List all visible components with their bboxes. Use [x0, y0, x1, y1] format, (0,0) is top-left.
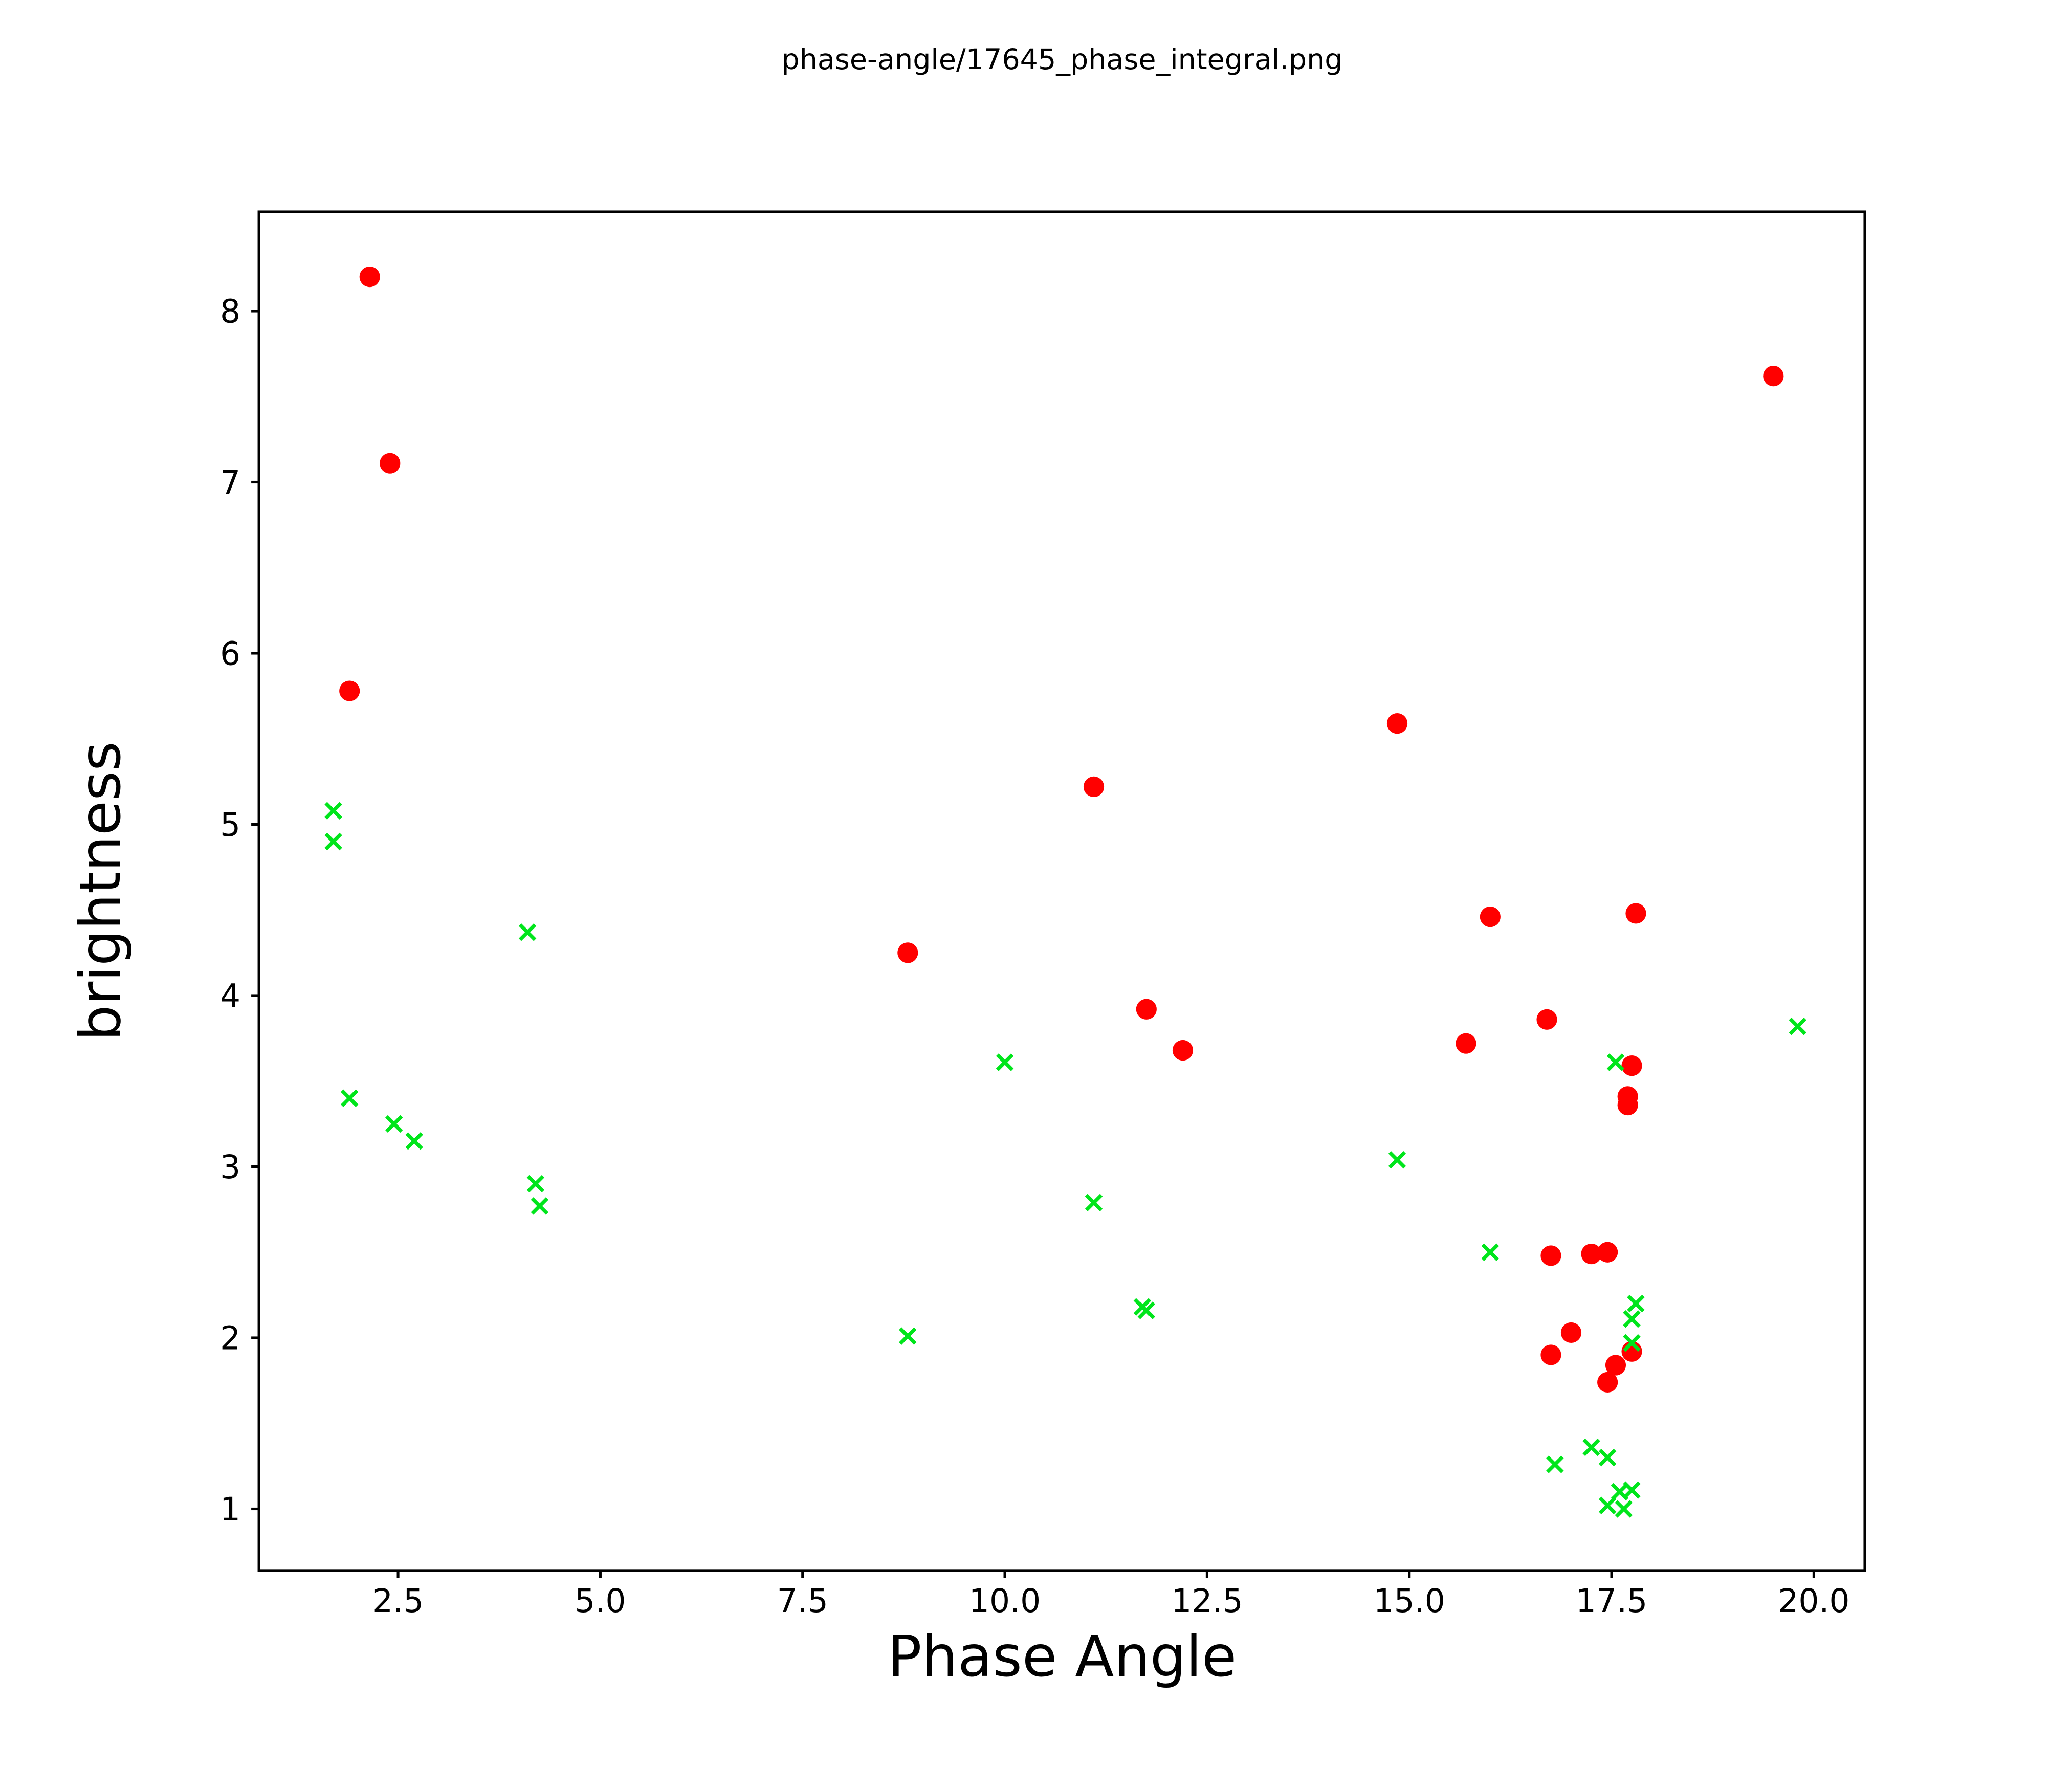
data-points [324, 267, 1806, 1518]
y-tick-label: 8 [220, 293, 240, 330]
green-x-marker [1615, 1500, 1633, 1518]
green-x-marker [1623, 1334, 1641, 1352]
y-tick-label: 2 [220, 1319, 240, 1357]
y-tick-label: 3 [220, 1148, 240, 1186]
red-dot-marker [1386, 713, 1408, 734]
red-dot-marker [1621, 1055, 1642, 1076]
green-x-marker [1598, 1496, 1617, 1515]
green-x-marker [531, 1197, 549, 1215]
red-dot-marker [1536, 1009, 1557, 1030]
red-dot-marker [1581, 1243, 1602, 1265]
green-x-marker [1623, 1310, 1641, 1328]
red-dot-marker [1540, 1245, 1561, 1266]
green-x-marker [1627, 1294, 1645, 1313]
red-dot-marker [1540, 1344, 1561, 1365]
green-x-marker [1546, 1455, 1564, 1473]
green-x-marker [1481, 1243, 1500, 1261]
red-dot-marker [1605, 1355, 1626, 1376]
red-dot-marker [1480, 907, 1501, 927]
red-dot-marker [1625, 903, 1646, 924]
green-x-marker [324, 802, 342, 820]
y-axis-label: brightness [68, 741, 134, 1041]
green-x-marker [526, 1175, 545, 1193]
green-x-marker [1623, 1481, 1641, 1499]
red-dot-marker [1083, 776, 1105, 798]
x-tick-label: 12.5 [1171, 1582, 1243, 1620]
red-dot-marker [380, 453, 401, 474]
x-tick-label: 15.0 [1374, 1582, 1445, 1620]
red-dot-marker [1617, 1094, 1638, 1116]
x-tick-label: 10.0 [969, 1582, 1041, 1620]
red-dot-marker [1456, 1033, 1476, 1054]
y-tick-label: 1 [220, 1491, 240, 1528]
x-tick-label: 20.0 [1778, 1582, 1849, 1620]
y-tick-label: 7 [220, 464, 240, 501]
red-dot-marker [897, 942, 918, 963]
y-tick-label: 5 [220, 806, 240, 844]
x-axis-label: Phase Angle [888, 1624, 1237, 1690]
green-x-marker [1137, 1301, 1156, 1319]
y-tick-label: 4 [220, 977, 240, 1014]
green-x-marker [340, 1089, 359, 1107]
green-x-marker [1388, 1151, 1406, 1169]
red-dot-marker [1597, 1372, 1618, 1393]
red-dot-marker [359, 267, 380, 288]
green-x-marker [324, 832, 342, 851]
green-x-marker [1789, 1017, 1806, 1035]
chart-title: phase-angle/17645_phase_integral.png [782, 43, 1343, 76]
x-tick-label: 5.0 [575, 1582, 626, 1620]
y-axis-ticks: 1 2 3 4 5 6 7 8 [220, 293, 259, 1528]
x-tick-label: 2.5 [372, 1582, 424, 1620]
green-x-marker [996, 1053, 1014, 1071]
green-x-marker [1598, 1448, 1617, 1467]
red-dot-marker [339, 680, 360, 701]
red-dot-marker [1560, 1322, 1582, 1343]
red-dot-marker [1136, 999, 1157, 1020]
axes-border [257, 210, 1866, 1572]
x-axis-ticks: 2.5 5.0 7.5 10.0 12.5 15.0 17.5 20.0 [372, 1570, 1850, 1620]
red-dot-marker [1597, 1242, 1618, 1263]
green-x-marker [385, 1115, 403, 1133]
green-x-marker [1582, 1438, 1600, 1456]
green-x-marker [899, 1327, 917, 1345]
x-tick-label: 7.5 [777, 1582, 828, 1620]
x-tick-label: 17.5 [1576, 1582, 1647, 1620]
green-x-marker [518, 923, 537, 941]
green-x-marker [1606, 1053, 1625, 1071]
y-tick-label: 6 [220, 635, 240, 673]
red-dot-marker [1763, 366, 1784, 387]
green-x-marker [1085, 1194, 1103, 1211]
green-x-marker [405, 1132, 423, 1150]
red-dot-marker [1172, 1040, 1194, 1061]
plot-area: 2.5 5.0 7.5 10.0 12.5 15.0 17.5 20.0 1 2 3 4 5 6 7 8 [220, 210, 1866, 1620]
